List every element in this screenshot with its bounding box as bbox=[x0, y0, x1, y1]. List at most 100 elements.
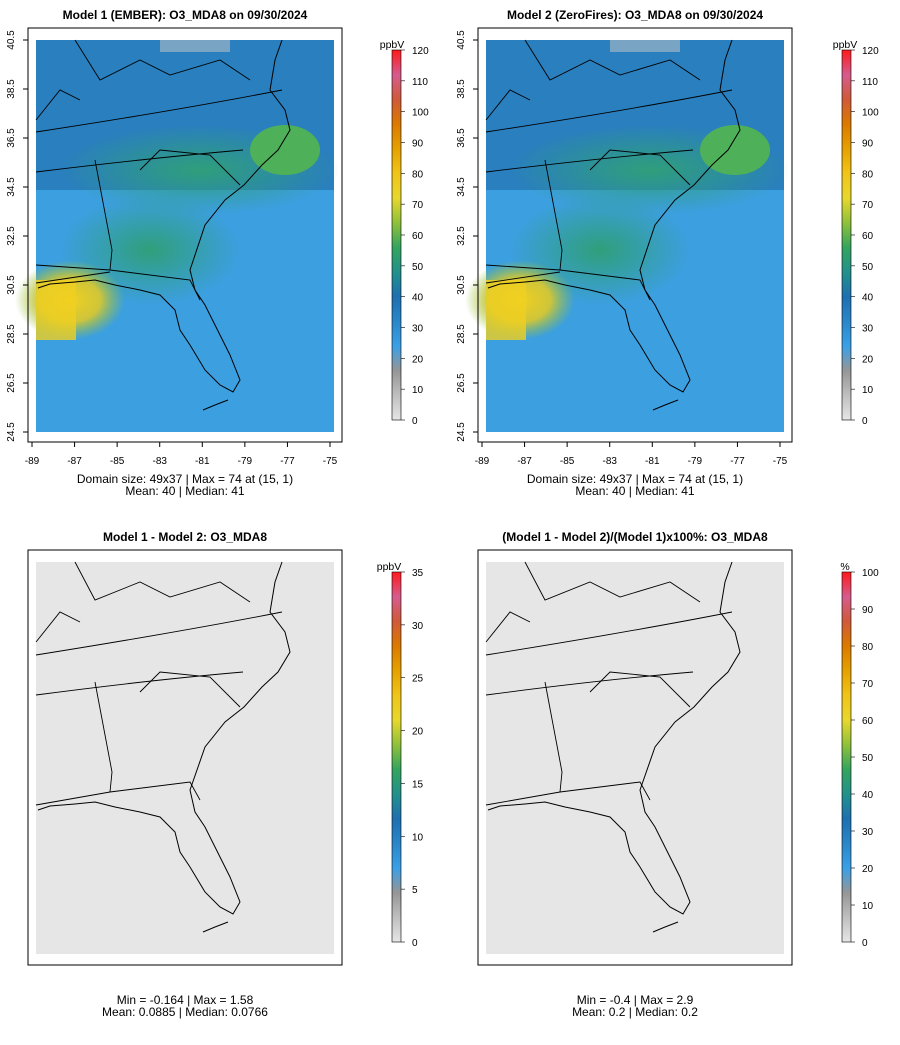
y-tick-label: 36.5 bbox=[6, 128, 17, 148]
x-axis: -89 -87 -85 -83 -81 -79 -77 -75 bbox=[25, 441, 338, 467]
colorbar-tick-label: 100 bbox=[412, 108, 429, 119]
y-tick-labels: 40.5 38.5 36.5 34.5 32.5 30.5 28.5 26.5 24.5 bbox=[456, 30, 478, 442]
y-tick-label: 40.5 bbox=[6, 30, 17, 50]
colorbar-tick-label: 90 bbox=[862, 139, 874, 150]
colorbar-tick-label: 0 bbox=[412, 938, 418, 949]
x-tick-label: -75 bbox=[773, 456, 788, 467]
colorbar-tick-label: 110 bbox=[412, 77, 428, 88]
colorbar-tick-label: 15 bbox=[412, 779, 424, 790]
colorbar-tick-label: 30 bbox=[862, 324, 874, 335]
mean-median-stats: Mean: 40 | Median: 41 bbox=[575, 484, 695, 498]
y-tick-label: 36.5 bbox=[456, 128, 467, 148]
panel-title: Model 1 - Model 2: O3_MDA8 bbox=[103, 530, 267, 544]
state-boundaries bbox=[485, 561, 733, 806]
colorbar-tick-label: 10 bbox=[862, 385, 874, 396]
x-tick-label: -77 bbox=[280, 456, 295, 467]
colorbar-tick-label: 70 bbox=[412, 200, 424, 211]
y-tick-label: 32.5 bbox=[456, 226, 467, 246]
coastline bbox=[487, 561, 741, 933]
colorbar-tick-label: 90 bbox=[412, 139, 424, 150]
colorbar-tick-label: 30 bbox=[412, 621, 424, 632]
colorbar-tick-label: 20 bbox=[412, 354, 424, 365]
colorbar-tick-label: 110 bbox=[862, 77, 878, 88]
percent-difference-field-map bbox=[486, 562, 784, 954]
colorbar-tick-label: 20 bbox=[862, 864, 874, 875]
colorbar-tick-label: 0 bbox=[862, 416, 868, 427]
ozone-field-map bbox=[465, 40, 790, 432]
y-axis: 40.5 38.5 36.5 34.5 32.5 30.5 28.5 26.5 24.5 bbox=[456, 30, 479, 442]
colorbar-unit: ppbV bbox=[833, 39, 858, 51]
colorbar-tick-label: 0 bbox=[862, 938, 868, 949]
y-tick-label: 32.5 bbox=[6, 226, 17, 246]
colorbar-tick-label: 30 bbox=[862, 827, 874, 838]
panel-model2: Model 2 (ZeroFires): O3_MDA8 on 09/30/20… bbox=[456, 8, 879, 498]
y-tick-label: 38.5 bbox=[6, 79, 17, 99]
colorbar-gradient bbox=[391, 571, 402, 943]
x-tick-label: -89 bbox=[475, 456, 490, 467]
x-tick-label: -77 bbox=[730, 456, 745, 467]
difference-field-map bbox=[36, 562, 334, 954]
colorbar-tick-label: 20 bbox=[412, 727, 424, 738]
panel-title: Model 2 (ZeroFires): O3_MDA8 on 09/30/20… bbox=[507, 8, 763, 22]
colorbar-tick-label: 80 bbox=[412, 169, 424, 180]
colorbar-tick-label: 80 bbox=[862, 169, 874, 180]
x-tick-labels: -89 -87 -85 -83 -81 -79 -77 -75 bbox=[475, 442, 788, 467]
x-tick-label: -81 bbox=[195, 456, 210, 467]
colorbar-tick-label: 100 bbox=[862, 108, 879, 119]
colorbar: ppbV 35 30 25 20 15 10 5 0 bbox=[377, 561, 424, 949]
colorbar-tick-label: 40 bbox=[862, 293, 874, 304]
y-tick-label: 28.5 bbox=[456, 324, 467, 344]
colorbar-tick-label: 90 bbox=[862, 605, 874, 616]
y-tick-label: 38.5 bbox=[456, 79, 467, 99]
colorbar-unit: ppbV bbox=[377, 561, 402, 573]
x-tick-label: -79 bbox=[688, 456, 703, 467]
y-tick-label: 30.5 bbox=[6, 275, 17, 295]
y-tick-labels: 40.5 38.5 36.5 34.5 32.5 30.5 28.5 26.5 24.5 bbox=[6, 30, 28, 442]
panel-difference: Model 1 - Model 2: O3_MDA8 Min = -0.164 … bbox=[27, 530, 424, 1019]
min-max-stats: Min = -0.164 | Max = 1.58 bbox=[117, 993, 254, 1007]
colorbar-tick-label: 100 bbox=[862, 568, 879, 579]
colorbar-tick-label: 120 bbox=[412, 46, 429, 57]
colorbar-tick-label: 10 bbox=[412, 832, 424, 843]
colorbar-tick-label: 80 bbox=[862, 642, 874, 653]
colorbar-gradient bbox=[841, 49, 852, 421]
y-tick-label: 34.5 bbox=[6, 177, 17, 197]
y-tick-label: 28.5 bbox=[6, 324, 17, 344]
colorbar-tick-label: 40 bbox=[862, 790, 874, 801]
y-tick-label: 24.5 bbox=[6, 422, 17, 442]
coastline bbox=[37, 561, 291, 933]
colorbar-tick-label: 120 bbox=[862, 46, 879, 57]
panel-title: Model 1 (EMBER): O3_MDA8 on 09/30/2024 bbox=[63, 8, 308, 22]
panel-title: (Model 1 - Model 2)/(Model 1)x100%: O3_M… bbox=[502, 530, 768, 544]
panel-percent-difference: (Model 1 - Model 2)/(Model 1)x100%: O3_M… bbox=[477, 530, 879, 1019]
x-tick-labels: -89 -87 -85 -83 -81 -79 -77 -75 bbox=[25, 442, 338, 467]
colorbar-tick-label: 10 bbox=[412, 385, 424, 396]
colorbar-gradient bbox=[391, 49, 402, 421]
y-tick-label: 26.5 bbox=[6, 373, 17, 393]
x-tick-label: -81 bbox=[645, 456, 660, 467]
colorbar-tick-label: 70 bbox=[862, 200, 874, 211]
colorbar-tick-label: 70 bbox=[862, 679, 874, 690]
colorbar-tick-label: 30 bbox=[412, 324, 424, 335]
ozone-field-map bbox=[15, 40, 340, 432]
y-tick-label: 30.5 bbox=[456, 275, 467, 295]
y-tick-label: 40.5 bbox=[456, 30, 467, 50]
y-axis: 40.5 38.5 36.5 34.5 32.5 30.5 28.5 26.5 24.5 bbox=[6, 30, 29, 442]
mean-median-stats: Mean: 40 | Median: 41 bbox=[125, 484, 245, 498]
colorbar-tick-label: 5 bbox=[412, 885, 418, 896]
x-tick-label: -87 bbox=[517, 456, 532, 467]
min-max-stats: Min = -0.4 | Max = 2.9 bbox=[577, 993, 694, 1007]
domain-stats: Domain size: 49x37 | Max = 74 at (15, 1) bbox=[77, 472, 293, 486]
colorbar-tick-label: 50 bbox=[862, 753, 874, 764]
panel-model1: Model 1 (EMBER): O3_MDA8 on 09/30/2024 bbox=[6, 8, 429, 498]
colorbar-tick-label: 50 bbox=[412, 262, 424, 273]
colorbar-tick-label: 50 bbox=[862, 262, 874, 273]
colorbar-tick-label: 10 bbox=[862, 901, 874, 912]
colorbar-tick-label: 20 bbox=[862, 354, 874, 365]
